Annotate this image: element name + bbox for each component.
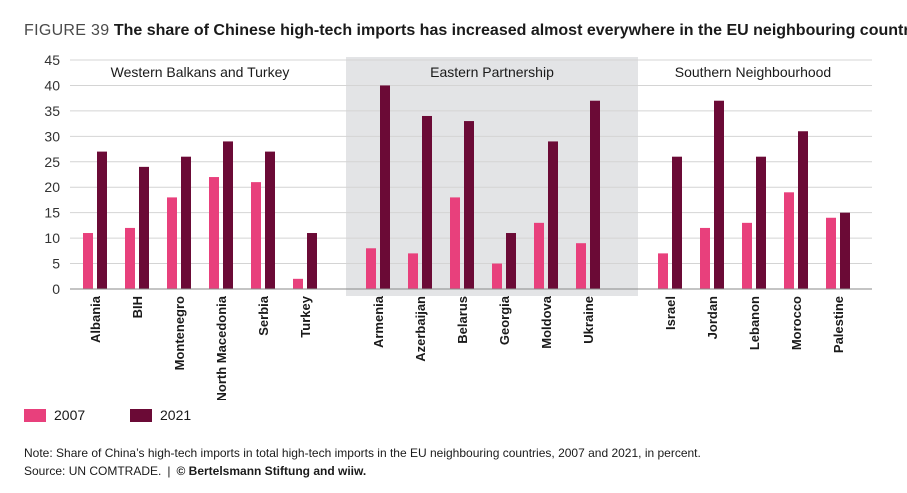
figure-title-text: The share of Chinese high-tech imports h… <box>113 22 907 39</box>
legend-item-2021: 2021 <box>130 407 191 423</box>
bar-israel-2007 <box>658 253 668 289</box>
bar-belarus-2007 <box>450 197 460 289</box>
y-tick-label-25: 25 <box>44 154 60 170</box>
legend-swatch-2007 <box>24 408 46 422</box>
group-label-western-balkans-and-turkey: Western Balkans and Turkey <box>111 64 290 80</box>
bar-azerbaijan-2007 <box>408 253 418 289</box>
x-tick-label-jordan: Jordan <box>705 296 720 339</box>
legend: 2007 2021 <box>24 407 191 423</box>
legend-swatch-2021 <box>130 408 152 422</box>
x-tick-label-ukraine: Ukraine <box>581 296 596 344</box>
x-tick-label-serbia: Serbia <box>256 295 271 336</box>
bar-armenia-2007 <box>366 248 376 289</box>
bars <box>83 85 850 289</box>
legend-item-2007: 2007 <box>24 407 130 423</box>
bar-turkey-2007 <box>293 278 303 289</box>
x-tick-label-belarus: Belarus <box>455 296 470 344</box>
legend-label-2021: 2021 <box>160 407 192 423</box>
bar-moldova-2021 <box>548 141 558 289</box>
bar-bih-2021 <box>139 166 149 289</box>
bar-armenia-2021 <box>380 85 390 289</box>
y-tick-label-35: 35 <box>44 103 60 119</box>
bar-palestine-2007 <box>826 217 836 289</box>
y-tick-label-15: 15 <box>44 205 60 221</box>
bar-montenegro-2021 <box>181 156 191 289</box>
bar-azerbaijan-2021 <box>422 115 432 289</box>
bar-palestine-2021 <box>840 212 850 289</box>
bar-jordan-2007 <box>700 227 710 289</box>
y-tick-label-10: 10 <box>44 230 60 246</box>
bar-israel-2021 <box>672 156 682 289</box>
x-tick-label-georgia: Georgia <box>497 295 512 345</box>
copyright-text: © Bertelsmann Stiftung and wiiw. <box>176 464 367 478</box>
bar-albania-2021 <box>97 151 107 289</box>
bar-turkey-2021 <box>307 233 317 289</box>
y-tick-label-20: 20 <box>44 179 60 195</box>
x-tick-label-bih: BIH <box>130 296 145 318</box>
notes: Note: Share of China’s high-tech imports… <box>24 444 701 480</box>
bar-serbia-2021 <box>265 151 275 289</box>
x-tick-label-moldova: Moldova <box>539 295 554 348</box>
bar-bih-2007 <box>125 227 135 289</box>
y-tick-label-30: 30 <box>44 128 60 144</box>
bar-montenegro-2007 <box>167 197 177 289</box>
bar-north-macedonia-2021 <box>223 141 233 289</box>
note-text: Note: Share of China’s high-tech imports… <box>24 446 701 460</box>
bar-moldova-2007 <box>534 222 544 289</box>
bar-jordan-2021 <box>714 100 724 289</box>
group-shading-layer <box>346 57 638 296</box>
source-separator: | <box>167 464 171 478</box>
bar-albania-2007 <box>83 233 93 289</box>
bar-morocco-2021 <box>798 131 808 289</box>
bar-morocco-2007 <box>784 192 794 289</box>
bar-chart: 0 5 10 15 20 25 30 35 40 45 Western Balkans and T… <box>44 52 872 400</box>
bar-georgia-2021 <box>506 233 516 289</box>
y-tick-label-40: 40 <box>44 77 60 93</box>
x-tick-label-north-macedonia: North Macedonia <box>214 295 229 400</box>
x-tick-label-armenia: Armenia <box>371 295 386 348</box>
x-axis-labels: Albania BIH Montenegro North Macedonia Serbi… <box>88 295 846 400</box>
bar-lebanon-2007 <box>742 222 752 289</box>
y-axis-ticks: 0 5 10 15 20 25 30 35 40 45 <box>44 52 60 297</box>
bar-north-macedonia-2007 <box>209 177 219 289</box>
x-tick-label-azerbaijan: Azerbaijan <box>413 296 428 362</box>
bar-georgia-2007 <box>492 263 502 289</box>
source-text: Source: UN COMTRADE. <box>24 464 162 478</box>
y-tick-label-0: 0 <box>52 281 60 297</box>
x-tick-label-palestine: Palestine <box>831 296 846 353</box>
bar-lebanon-2021 <box>756 156 766 289</box>
group-label-eastern-partnership: Eastern Partnership <box>430 64 554 80</box>
figure-title: FIGURE 39 The share of Chinese high-tech… <box>24 22 907 40</box>
bar-belarus-2021 <box>464 121 474 289</box>
group-label-southern-neighbourhood: Southern Neighbourhood <box>675 64 831 80</box>
x-tick-label-israel: Israel <box>663 296 678 330</box>
source-line: Source: UN COMTRADE. | © Bertelsmann Stift… <box>24 462 701 480</box>
legend-label-2007: 2007 <box>54 407 86 423</box>
group-shade-eastern-partnership <box>346 57 638 296</box>
x-tick-label-montenegro: Montenegro <box>172 296 187 370</box>
x-tick-label-turkey: Turkey <box>298 295 313 337</box>
y-tick-label-45: 45 <box>44 52 60 68</box>
bar-ukraine-2007 <box>576 243 586 289</box>
y-tick-label-5: 5 <box>52 256 60 272</box>
x-tick-label-albania: Albania <box>88 295 103 343</box>
x-tick-label-lebanon: Lebanon <box>747 296 762 350</box>
x-tick-label-morocco: Morocco <box>789 296 804 350</box>
figure-label: FIGURE 39 <box>24 22 110 39</box>
group-labels: Western Balkans and Turkey Eastern Partne… <box>111 64 832 80</box>
bar-serbia-2007 <box>251 182 261 289</box>
bar-ukraine-2021 <box>590 100 600 289</box>
